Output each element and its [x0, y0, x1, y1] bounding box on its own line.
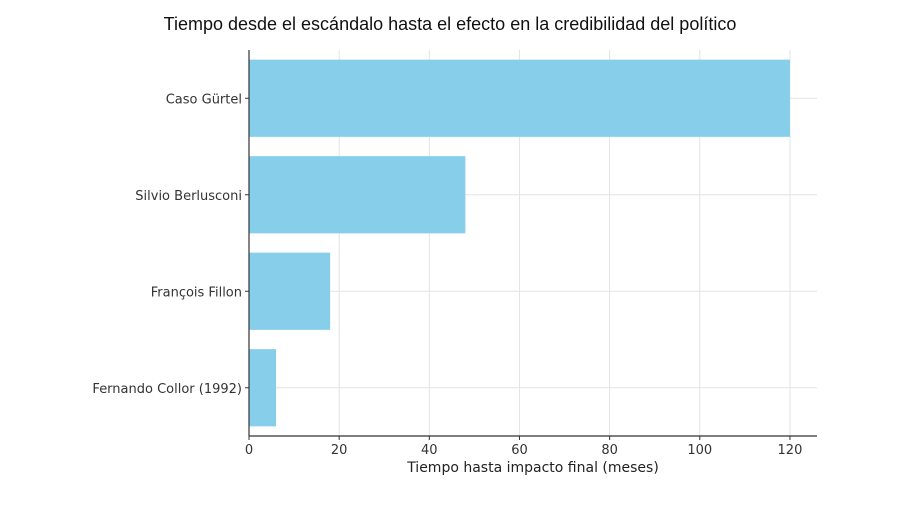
x-tick-label: 0 [245, 443, 253, 458]
x-tick-label: 20 [331, 443, 348, 458]
y-tick-label: Caso Gürtel [166, 92, 242, 107]
x-tick-label: 60 [511, 443, 528, 458]
x-tick-label: 120 [778, 443, 803, 458]
x-tick-label: 100 [687, 443, 712, 458]
bar [249, 59, 790, 137]
x-axis-label: Tiempo hasta impacto final (meses) [406, 460, 659, 476]
bar [249, 156, 466, 234]
x-tick-label: 40 [421, 443, 438, 458]
chart-title: Tiempo desde el escándalo hasta el efect… [163, 14, 737, 34]
x-tick-label: 80 [601, 443, 618, 458]
bar [249, 349, 277, 427]
y-tick-label: Silvio Berlusconi [135, 189, 242, 204]
y-tick-label: François Fillon [151, 285, 242, 300]
bar [249, 252, 331, 330]
y-tick-label: Fernando Collor (1992) [92, 382, 242, 397]
